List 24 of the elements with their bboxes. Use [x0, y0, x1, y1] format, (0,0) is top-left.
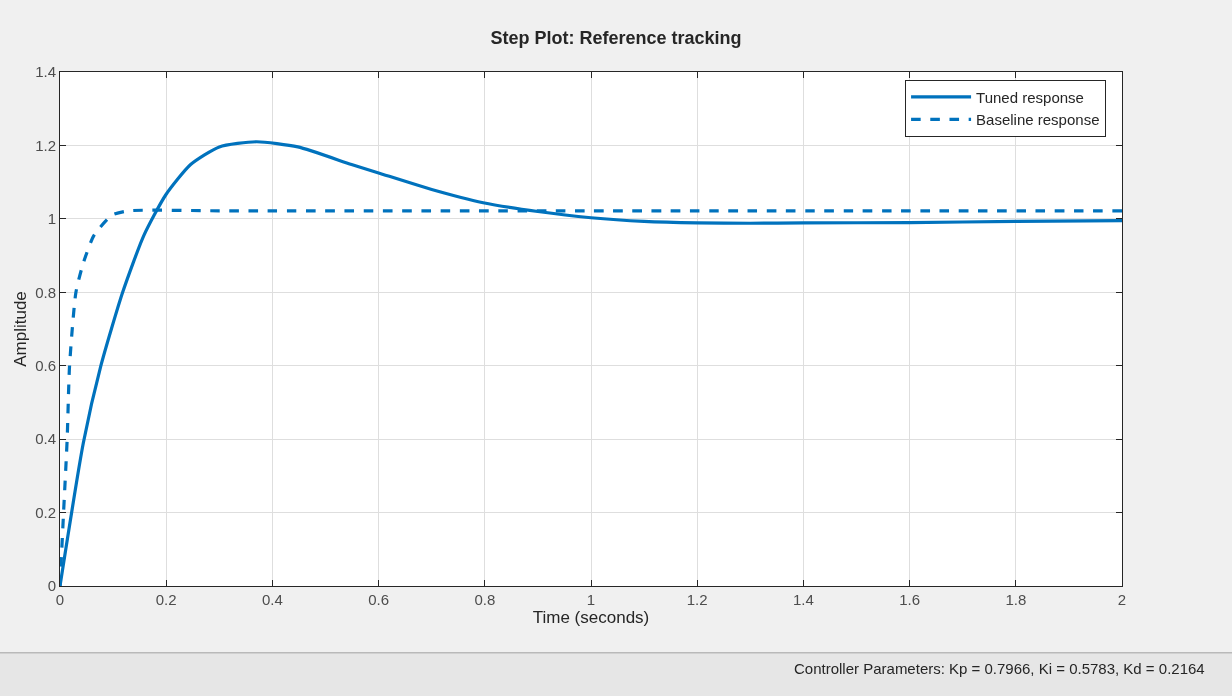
y-tick-label: 1: [47, 210, 56, 228]
y-tick-label: 0: [47, 577, 56, 595]
x-tick-label: 0.6: [368, 591, 390, 608]
x-tick-label: 2: [1117, 591, 1127, 608]
chart-title: Step Plot: Reference tracking: [490, 27, 742, 48]
legend-label: Tuned response: [976, 88, 1084, 106]
legend-label: Baseline response: [976, 111, 1100, 129]
x-tick-label: 1.6: [899, 591, 921, 608]
y-axis-title: Amplitude: [10, 291, 30, 367]
y-tick-label: 1.2: [35, 136, 56, 154]
y-tick-label: 0.6: [35, 356, 56, 374]
y-tick-label: 0.4: [35, 430, 56, 448]
y-tick-label: 1.4: [35, 63, 56, 81]
x-axis-title: Time (seconds): [532, 608, 650, 628]
text: Controller Parameters: Kp = 0.7966, Ki = 0.5783, Kd = 0.2164: [794, 660, 1205, 677]
x-tick-label: 1.2: [686, 591, 708, 608]
x-tick-label: 1: [586, 591, 596, 608]
y-tick-label: 0.2: [35, 503, 56, 521]
x-tick-label: 0.2: [155, 591, 177, 608]
x-tick-label: 0.4: [261, 591, 283, 608]
x-tick-label: 0.8: [474, 591, 496, 608]
x-tick-label: 1.4: [792, 591, 814, 608]
y-tick-label: 0.8: [35, 283, 56, 301]
x-tick-label: 1.8: [1005, 591, 1027, 608]
